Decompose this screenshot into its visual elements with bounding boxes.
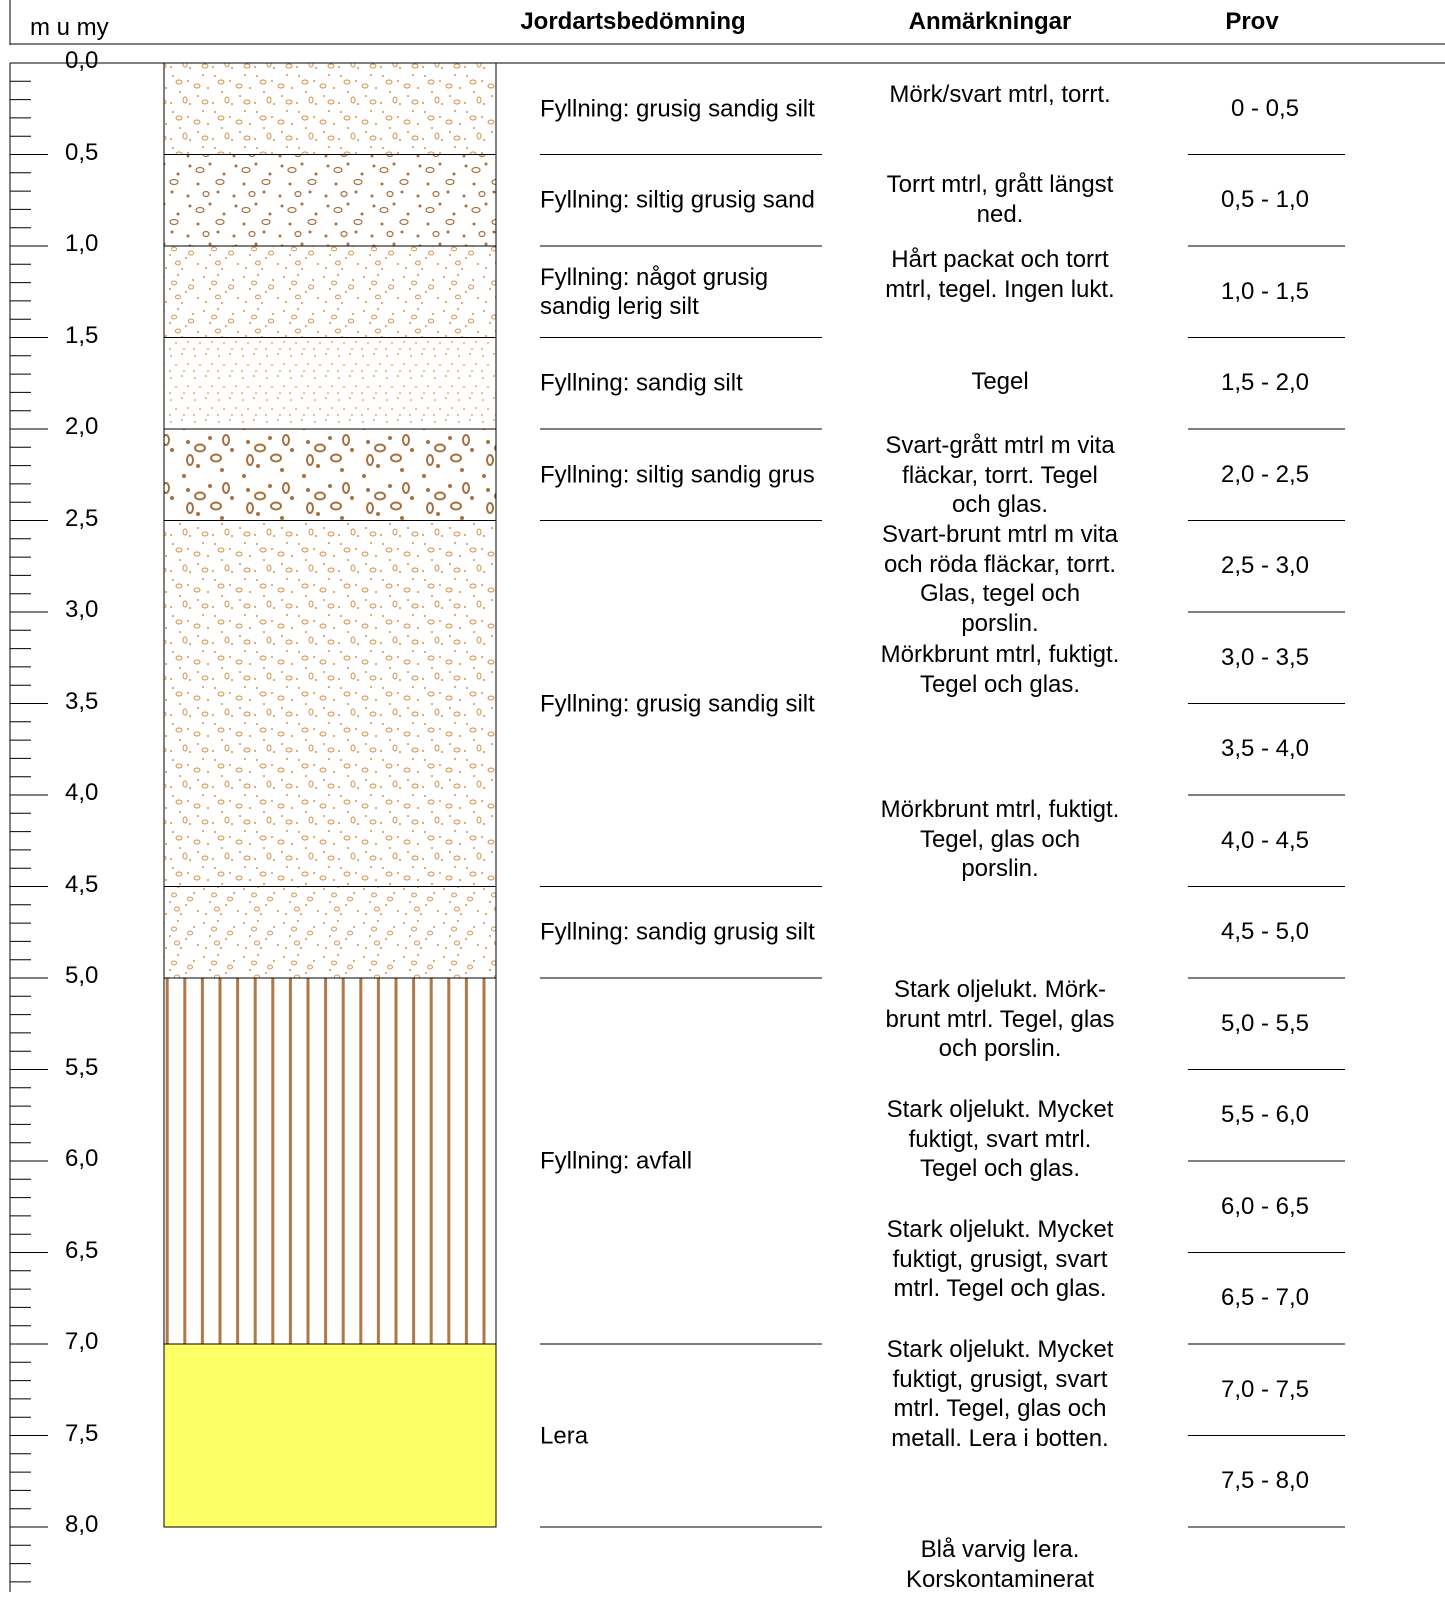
depth-label: 4,0	[65, 779, 99, 806]
remark-text: Stark oljelukt. Mycket fuktigt, grusigt,…	[886, 1216, 1114, 1302]
sample-interval: 4,0 - 4,5	[1220, 826, 1310, 854]
sample-interval: 0 - 0,5	[1230, 94, 1300, 122]
depth-label: 8,0	[65, 1511, 99, 1538]
remark-text: Stark oljelukt. Mycket fuktigt, svart mt…	[886, 1096, 1114, 1182]
remark-text: Svart-grått mtrl m vita fläckar, torrt. …	[885, 432, 1115, 518]
soil-description: Fyllning: sandig grusig silt	[540, 918, 815, 946]
remarks-column-header: Anmärkningar	[908, 8, 1072, 35]
sample-column-header: Prov	[1225, 8, 1279, 35]
depth-label: 1,5	[65, 321, 99, 349]
sample-interval: 6,5 - 7,0	[1220, 1284, 1310, 1312]
soil-description: Fyllning: siltig sandig grus	[540, 461, 815, 489]
soil-layer-siltig-grusig-sand	[163, 154, 497, 247]
soil-layer-siltig-sandig-grus	[163, 428, 497, 521]
depth-label: 2,5	[65, 504, 99, 532]
depth-label: 7,5	[65, 1419, 99, 1447]
depth-unit-label: m u my	[30, 14, 109, 41]
remark-text: Stark oljelukt. Mycket fuktigt, grusigt,…	[886, 1336, 1114, 1452]
remark-text: Stark oljelukt. Mörk-brunt mtrl. Tegel, …	[885, 976, 1115, 1062]
sample-interval: 3,0 - 3,5	[1220, 643, 1310, 671]
depth-label: 0,5	[65, 138, 99, 166]
soil-description: Fyllning: avfall	[540, 1147, 693, 1175]
sample-interval: 4,5 - 5,0	[1220, 918, 1310, 946]
sample-interval: 7,5 - 8,0	[1220, 1467, 1310, 1495]
soil-layer-grusig-sandig-silt	[163, 520, 497, 887]
sample-interval: 0,5 - 1,0	[1220, 186, 1310, 214]
sample-interval: 2,0 - 2,5	[1220, 460, 1310, 488]
sample-interval: 7,0 - 7,5	[1220, 1375, 1310, 1403]
soil-layer-grusig-sandig-silt	[163, 62, 497, 155]
soil-description: Fyllning: något grusig sandig lerig silt	[540, 263, 769, 320]
sample-interval: 1,5 - 2,0	[1220, 369, 1310, 397]
depth-label: 4,5	[65, 870, 99, 898]
depth-label: 2,0	[65, 413, 99, 440]
depth-label: 3,5	[65, 687, 99, 715]
remark-text: Tegel	[971, 368, 1029, 395]
soil-description: Fyllning: siltig grusig sand	[540, 186, 815, 214]
depth-label: 6,0	[65, 1145, 99, 1172]
depth-label: 6,5	[65, 1236, 99, 1264]
soil-layer-sandig-silt	[163, 337, 497, 430]
remark-text: Torrt mtrl, grått längst ned.	[886, 171, 1114, 228]
soil-layer-avfall	[163, 977, 497, 1345]
sample-interval: 6,0 - 6,5	[1220, 1192, 1310, 1220]
soil-description: Fyllning: sandig silt	[540, 369, 743, 397]
sample-interval: 1,0 - 1,5	[1220, 277, 1310, 305]
sample-interval: 5,0 - 5,5	[1220, 1009, 1310, 1037]
remark-text: Mörkbrunt mtrl, fuktigt. Tegel, glas och…	[880, 796, 1120, 882]
soil-description: Lera	[540, 1422, 589, 1449]
soil-column-header: Jordartsbedömning	[520, 8, 746, 35]
remark-text: Svart-brunt mtrl m vita och röda fläckar…	[881, 521, 1119, 637]
remark-text: Blå varvig lera. Korskontaminerat	[905, 1536, 1095, 1593]
remark-text: Mörkbrunt mtrl, fuktigt. Tegel och glas.	[880, 641, 1120, 698]
depth-label: 3,0	[65, 596, 99, 623]
remark-text: Mörk/svart mtrl, torrt.	[889, 81, 1111, 108]
depth-label: 0,0	[65, 47, 99, 74]
sample-interval: 5,5 - 6,0	[1220, 1101, 1310, 1129]
depth-label: 5,0	[65, 962, 99, 989]
depth-label: 1,0	[65, 230, 99, 257]
soil-description: Fyllning: grusig sandig silt	[540, 690, 815, 717]
soil-layer-lera	[163, 1343, 497, 1528]
sample-interval: 2,5 - 3,0	[1220, 552, 1310, 580]
soil-layer-sandig-grusig-silt	[163, 886, 497, 979]
soil-layer-grusig-sandig-lerig-silt	[163, 245, 497, 338]
sample-interval: 3,5 - 4,0	[1220, 735, 1310, 763]
remark-text: Hårt packat och torrt mtrl, tegel. Ingen…	[885, 246, 1115, 303]
depth-label: 7,0	[65, 1328, 99, 1355]
depth-label: 5,5	[65, 1053, 99, 1081]
soil-description: Fyllning: grusig sandig silt	[540, 95, 815, 123]
